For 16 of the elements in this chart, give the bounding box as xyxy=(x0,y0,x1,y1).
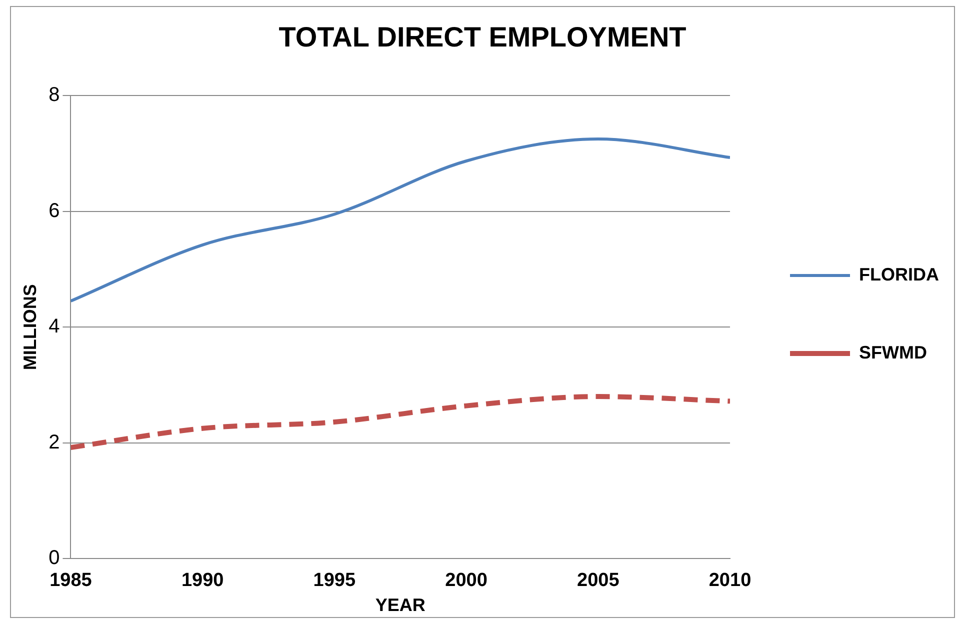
legend-label: FLORIDA xyxy=(859,264,940,284)
chart-title: TOTAL DIRECT EMPLOYMENT xyxy=(278,22,686,53)
legend-label: SFWMD xyxy=(859,342,927,362)
y-tick-label: 0 xyxy=(48,547,60,570)
y-axis-title: MILLIONS xyxy=(20,284,40,370)
x-tick-label: 1995 xyxy=(313,570,356,592)
x-tick-label: 1990 xyxy=(181,570,224,592)
x-tick-label: 2010 xyxy=(708,570,752,592)
x-tick-label: 1985 xyxy=(50,570,92,592)
y-tick-label: 6 xyxy=(48,200,60,222)
y-tick-label: 4 xyxy=(48,316,60,338)
x-tick-label: 2005 xyxy=(577,570,620,592)
x-tick-label: 2000 xyxy=(445,570,488,592)
y-tick-label: 8 xyxy=(48,84,60,106)
y-tick-label: 2 xyxy=(48,431,60,454)
x-axis-title: YEAR xyxy=(375,595,426,616)
